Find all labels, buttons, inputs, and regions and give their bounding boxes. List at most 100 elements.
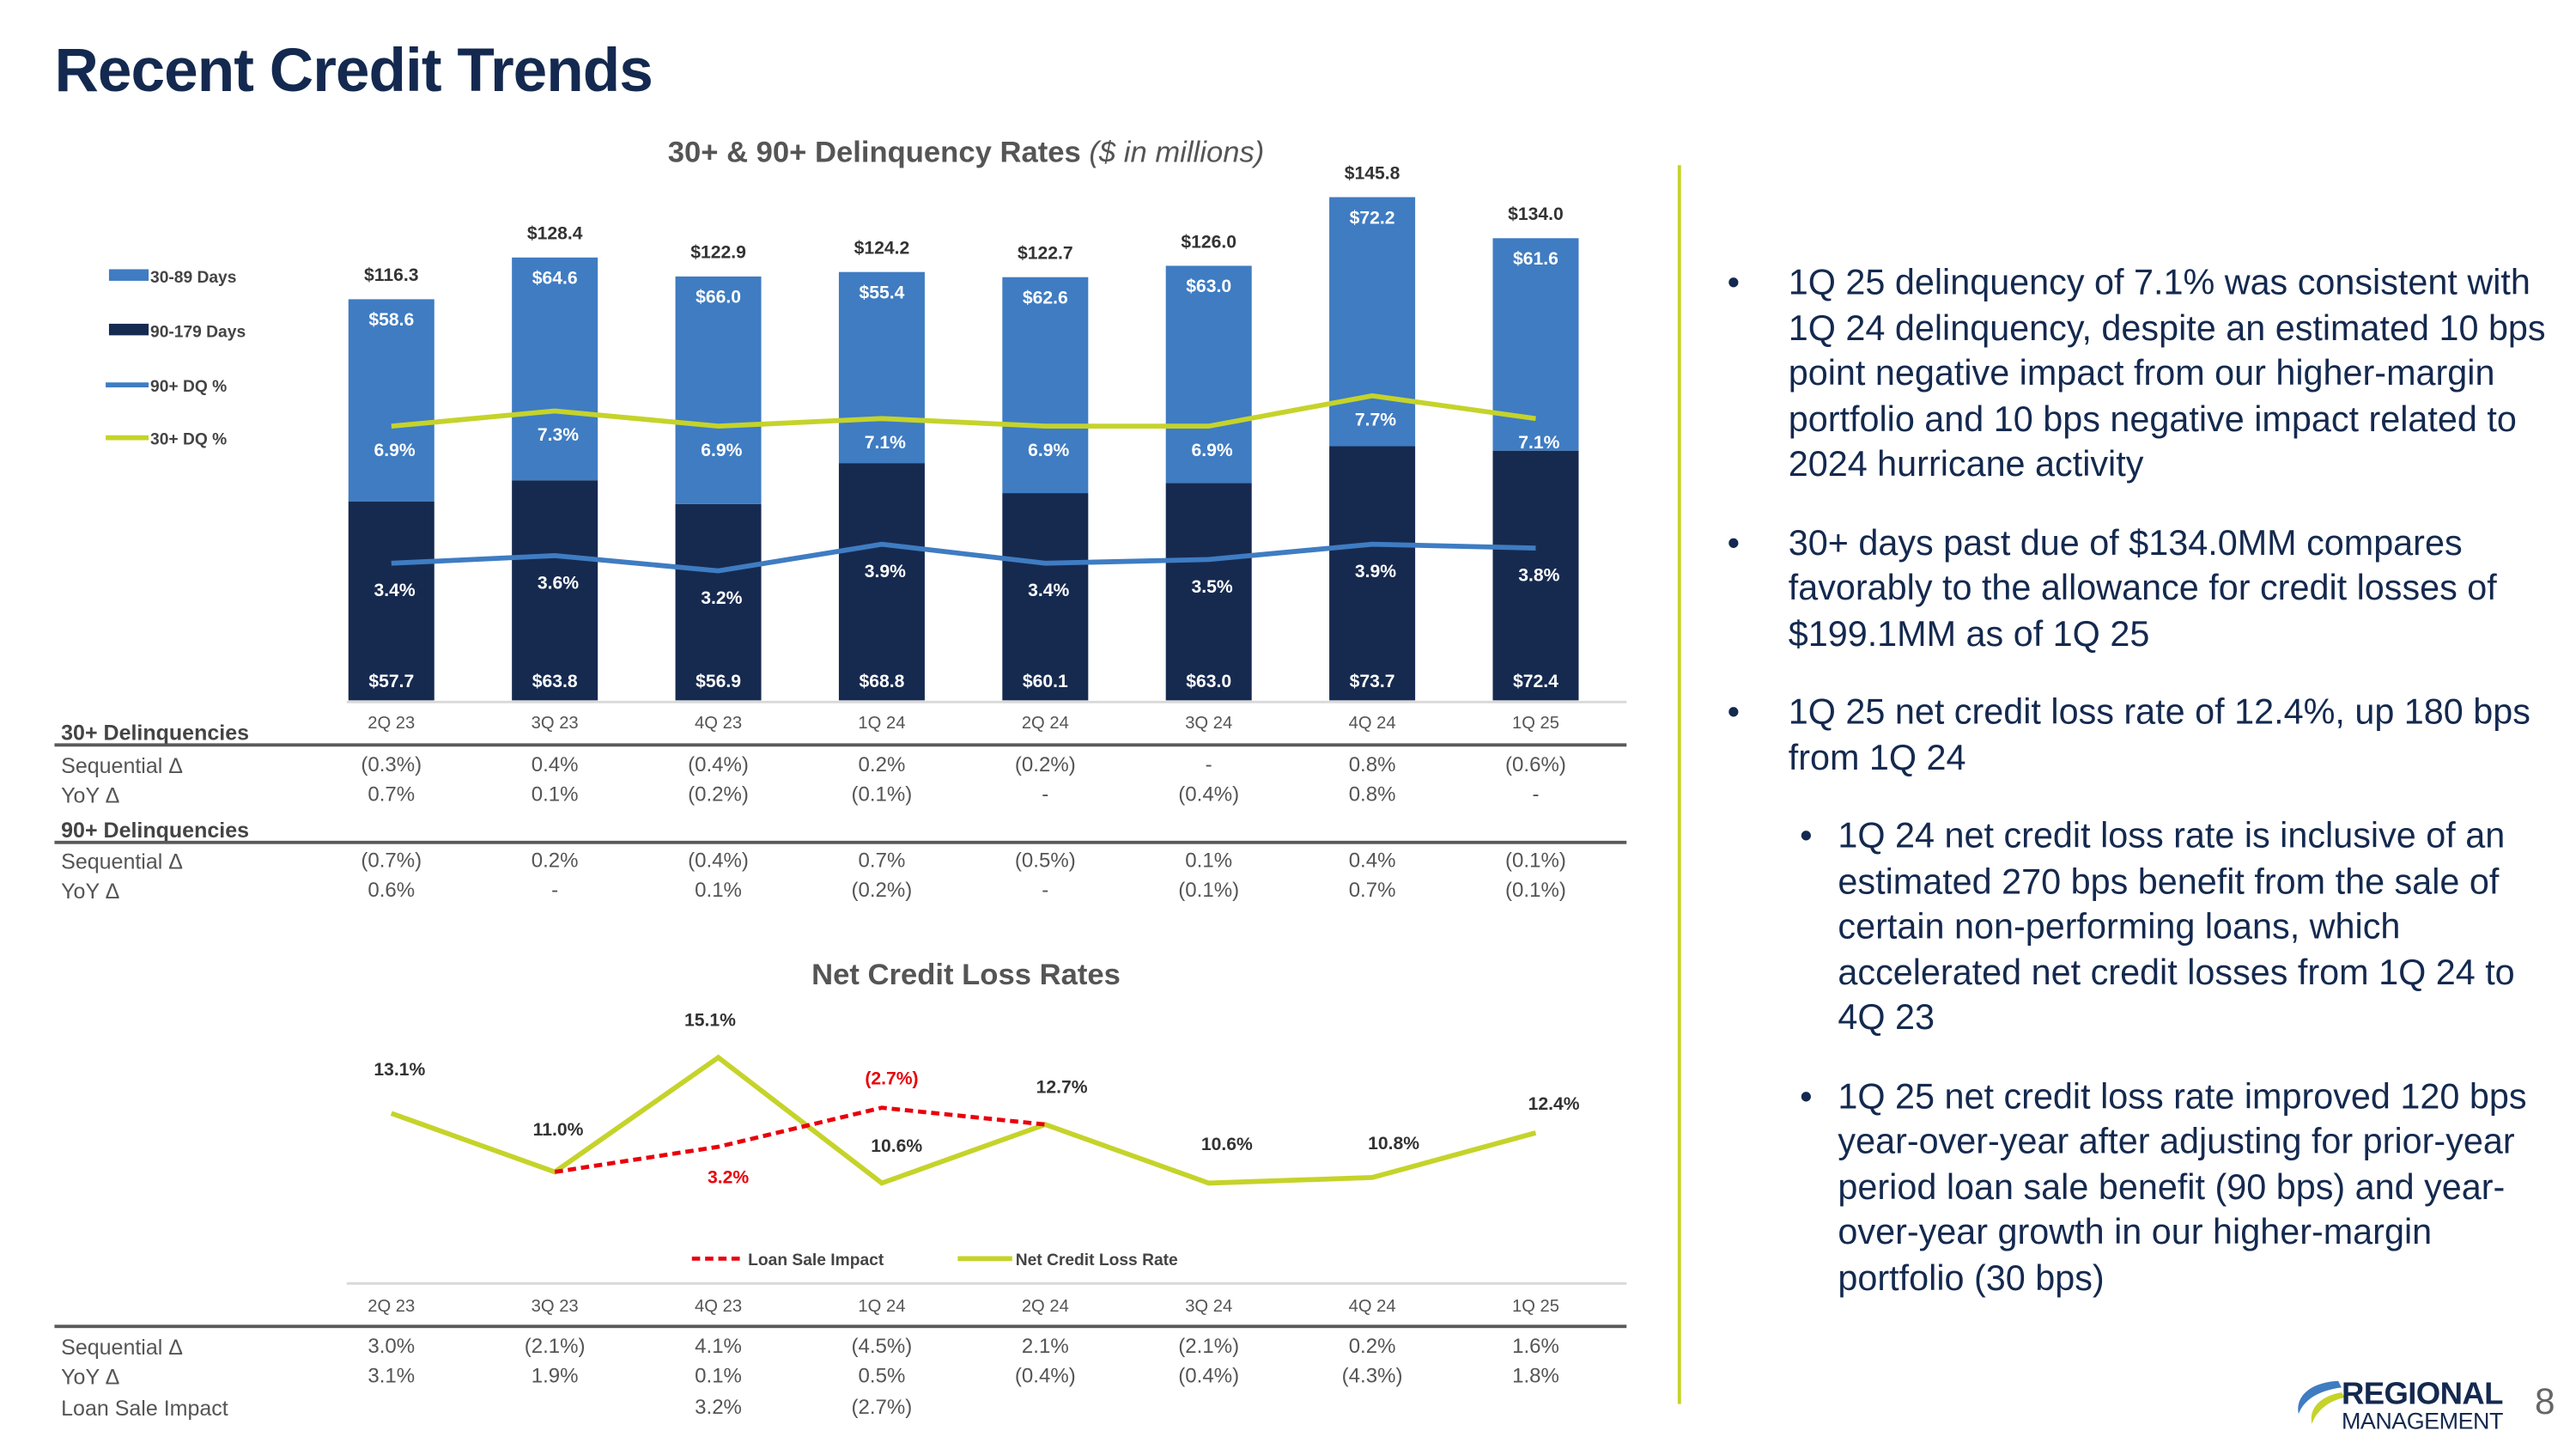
table-cell: - [1042, 782, 1049, 807]
table-cell: (0.4%) [688, 849, 749, 873]
table-cell: (0.2%) [851, 879, 913, 903]
table-cell: 1.6% [1512, 1334, 1559, 1358]
legend-swatch [108, 269, 149, 281]
legend-label: 90-179 Days [150, 323, 246, 341]
row-label: Sequential Δ [61, 849, 183, 874]
table-cell: (0.4%) [1178, 782, 1240, 807]
table-cell: (0.6%) [1505, 752, 1566, 776]
x-tick-label: 2Q 24 [1022, 714, 1069, 733]
divider [1677, 165, 1681, 1404]
dq30-label: 6.9% [1191, 441, 1232, 460]
table-cell: (4.3%) [1341, 1364, 1403, 1388]
bar-90-179-days [1165, 483, 1252, 701]
dq90-label: 3.5% [1191, 577, 1232, 597]
bar-90-179-label: $73.7 [1350, 672, 1395, 691]
table-cell: (0.5%) [1014, 849, 1076, 873]
bar-90-179-days [1329, 446, 1416, 701]
bar-total-label: $124.2 [854, 239, 910, 259]
row-label: Sequential Δ [61, 1334, 183, 1360]
table-cell: 0.2% [1348, 1334, 1396, 1358]
bar-30-89-label: $64.6 [532, 269, 578, 289]
dq90-label: 3.4% [1028, 581, 1069, 600]
bar-90-179-label: $68.8 [859, 672, 904, 691]
table-cell: 0.8% [1348, 782, 1396, 807]
dq90-label: 3.9% [1355, 562, 1396, 581]
line-90-dq [391, 541, 1536, 574]
table-cell: 0.1% [695, 879, 742, 903]
bar-total-label: $134.0 [1508, 204, 1564, 224]
table-cell: 3.0% [368, 1334, 416, 1358]
ncl-label: 13.1% [374, 1060, 425, 1080]
x-tick-label: 3Q 24 [1185, 1297, 1232, 1316]
table-cell: (0.1%) [1505, 879, 1566, 903]
logo-line2: MANAGEMENT [2342, 1408, 2503, 1434]
regional-management-logo: REGIONAL MANAGEMENT [2298, 1376, 2503, 1434]
bar-30-89-days [1002, 277, 1089, 494]
bar-90-179-label: $57.7 [368, 672, 414, 691]
row-label: Sequential Δ [61, 752, 183, 778]
x-tick-label: 3Q 23 [532, 1297, 579, 1316]
x-tick-label: 4Q 23 [695, 1297, 742, 1316]
ncl-chart: 13.1% 11.0% 15.1% 10.6% 12.7% 10.6% 10.8% 12.4%… [346, 1011, 1627, 1316]
x-tick-label: 3Q 24 [1185, 714, 1232, 733]
row-label: Loan Sale Impact [61, 1396, 228, 1421]
x-tick-label: 2Q 24 [1022, 1297, 1069, 1316]
ncl-label: 10.6% [871, 1136, 922, 1156]
bar-90-179-days [1492, 450, 1579, 701]
bullet-item: 1Q 25 delinquency of 7.1% was consistent… [1717, 261, 2567, 488]
table-cell: (0.4%) [688, 752, 749, 776]
bar-total-label: $145.8 [1345, 163, 1400, 183]
bar-30-89-label: $58.6 [368, 310, 414, 330]
ncl-label: 11.0% [533, 1120, 584, 1140]
table-cell: (0.4%) [1178, 1364, 1240, 1388]
bar-90-179-days [1002, 493, 1089, 701]
table-cell: 0.2% [531, 849, 579, 873]
row-label: YoY Δ [61, 879, 120, 904]
dq30-label: 7.3% [538, 425, 579, 445]
bar-30-89-days [1329, 197, 1416, 447]
bullet-item: 1Q 25 net credit loss rate of 12.4%, up … [1717, 691, 2567, 782]
chart-title-text: 30+ & 90+ Delinquency Rates [667, 135, 1081, 169]
table-rule [54, 1324, 1627, 1329]
page-title: Recent Credit Trends [54, 36, 653, 105]
table-cell: 2.1% [1021, 1334, 1069, 1358]
table-cell: 0.1% [695, 1364, 742, 1388]
table-cell: 0.1% [531, 782, 579, 807]
table-cell: - [1042, 879, 1049, 903]
bar-total-label: $122.7 [1018, 244, 1073, 264]
x-tick-label: 1Q 25 [1512, 714, 1559, 733]
bar-90-179-label: $63.8 [532, 672, 578, 691]
x-tick-label: 3Q 23 [532, 714, 579, 733]
legend-label: 90+ DQ % [150, 378, 227, 396]
bar-30-89-label: $62.6 [1023, 288, 1068, 307]
table-cell: 0.1% [1185, 849, 1233, 873]
table-cell: (0.3%) [361, 752, 422, 776]
bar-total-label: $122.9 [690, 243, 746, 263]
table-cell: (0.2%) [1014, 752, 1076, 776]
line-loan-sale-impact [554, 1105, 1046, 1174]
legend-label: Loan Sale Impact [748, 1251, 884, 1269]
x-tick-label: 4Q 24 [1349, 714, 1396, 733]
ncl-label: 10.8% [1368, 1134, 1419, 1154]
bar-30-89-days [512, 257, 598, 481]
dq90-label: 3.8% [1518, 566, 1559, 586]
table-cell: 3.1% [368, 1364, 416, 1388]
bar-30-89-days [838, 271, 925, 464]
dq30-label: 7.1% [865, 433, 906, 453]
bar-90-179-days [675, 503, 762, 701]
table-cell: (0.2%) [688, 782, 749, 807]
legend-label: 30-89 Days [150, 269, 236, 287]
table-cell: 1.9% [531, 1364, 579, 1388]
loan-sale-impact-label: (2.7%) [865, 1069, 918, 1089]
line-net-credit-loss-rate [390, 1054, 1537, 1186]
loan-sale-impact-label: 3.2% [708, 1167, 749, 1187]
bar-30-89-label: $66.0 [696, 288, 741, 307]
table-cell: - [551, 879, 559, 903]
bar-90-179-label: $63.0 [1186, 672, 1231, 691]
table-cell: 0.6% [368, 879, 416, 903]
dq30-label: 6.9% [1028, 441, 1069, 460]
section-header: 30+ Delinquencies [61, 720, 250, 746]
bar-30-89-days [675, 276, 762, 504]
x-tick-label: 1Q 24 [858, 1297, 905, 1316]
table-cell: (0.7%) [361, 849, 422, 873]
